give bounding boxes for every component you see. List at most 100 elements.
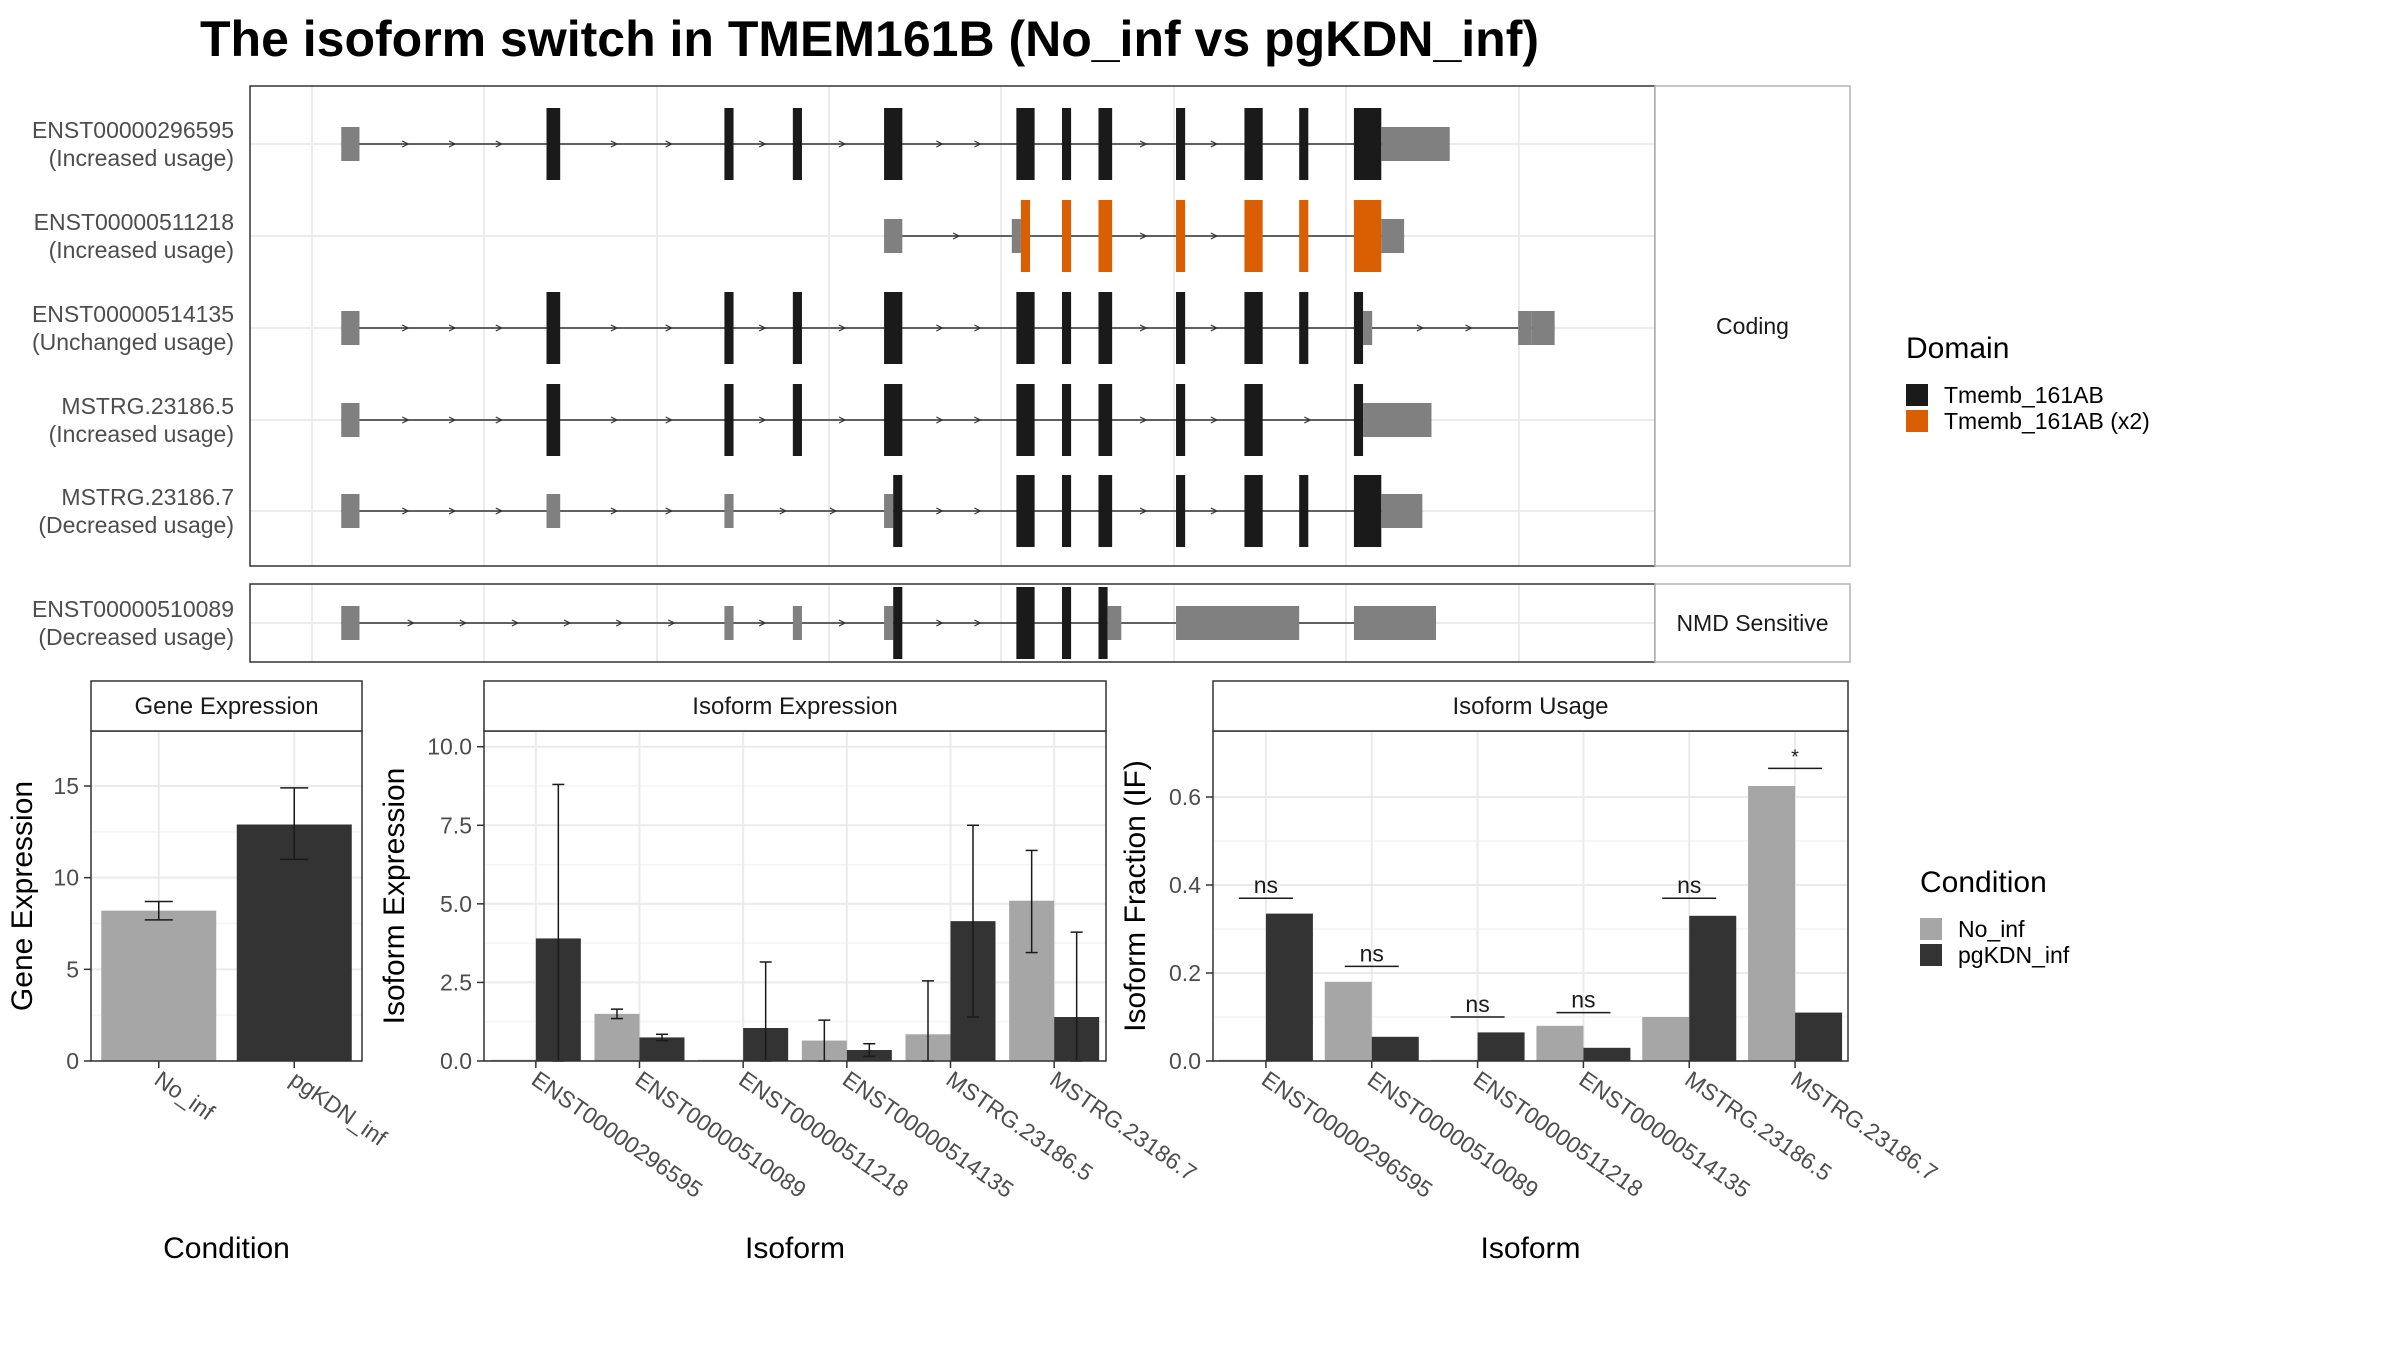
significance-label: * [1791,746,1799,768]
intron-arrow [610,507,619,515]
intron-arrow [1139,324,1148,332]
exon-block [792,384,802,456]
isoform-usage-label: (Increased usage) [49,421,234,447]
exon-block [1363,403,1432,437]
x-tick-label: ENST00000510089 [1363,1066,1543,1203]
exon-block [724,384,734,456]
exon-block [1176,200,1186,272]
intron-arrow [665,416,674,424]
y-axis-label: Isoform Fraction (IF) [1119,760,1152,1032]
intron-arrow [1210,140,1219,148]
isoform-id-label: ENST00000296595 [32,117,234,143]
exon-block [1061,108,1072,180]
bar [1265,913,1313,1061]
bar [594,1013,640,1061]
intron-arrow [936,140,944,148]
facet-strip-title: Isoform Usage [1452,693,1608,720]
exon-block [724,108,734,180]
exon-block [1531,311,1555,345]
facet-strip-title: Isoform Expression [692,693,897,720]
y-tick-label: 0.2 [1169,960,1201,986]
exon-block [1244,292,1263,364]
y-tick-label: 15 [53,773,79,799]
intron-arrow [952,232,961,240]
exon-block [341,127,360,161]
intron-arrow [974,140,982,148]
y-tick-label: 2.5 [440,969,472,995]
exon-block [1176,292,1186,364]
intron-arrow [1210,507,1219,515]
x-tick-label: ENST00000296595 [1257,1066,1437,1203]
exon-block [1176,606,1300,640]
bar [1477,1032,1525,1061]
exon-block [1098,108,1113,180]
exon-block [546,384,561,456]
intron-arrow [448,324,457,332]
intron-arrow [974,619,982,627]
exon-block [792,606,802,640]
exon-block [1353,108,1382,180]
exon-block [1353,606,1437,640]
y-tick-label: 0.0 [440,1048,472,1074]
intron-arrow [838,416,847,424]
exon-block [341,403,360,437]
facet-strip [1212,680,1849,732]
exon-block [546,108,561,180]
y-tick-label: 7.5 [440,812,472,838]
isoform-id-label: ENST00000514135 [32,301,234,327]
exon-block [884,219,903,253]
bar [101,910,217,1061]
bar [1371,1036,1419,1061]
exon-block [1299,475,1309,547]
intron-arrow [495,507,504,515]
intron-arrow [1210,324,1219,332]
exon-block [1176,108,1186,180]
exon-block [1061,587,1072,659]
exon-block [1011,219,1021,253]
intron-arrow [495,324,504,332]
significance-label: ns [1677,872,1701,898]
exon-block [1299,200,1309,272]
exon-block [1176,384,1186,456]
intron-arrow [448,507,457,515]
intron-arrow [758,140,767,148]
intron-arrow [615,619,624,627]
bar [1795,1012,1843,1061]
intron-arrow [829,507,838,515]
exon-block [1061,200,1072,272]
isoform-id-label: ENST00000511218 [34,209,234,235]
intron-arrow [1416,324,1425,332]
isoform-usage-label: (Increased usage) [49,145,234,171]
intron-arrow [974,416,982,424]
isoform-usage-label: (Decreased usage) [38,512,234,538]
intron-arrow [758,416,767,424]
intron-arrow [1139,140,1148,148]
intron-arrow [1304,416,1312,424]
exon-block [1107,606,1122,640]
exon-block [1061,292,1072,364]
bar [1642,1017,1690,1061]
exon-block [1016,384,1035,456]
intron-arrow [495,140,504,148]
exon-block [893,587,903,659]
exon-block [1353,384,1364,456]
legend-swatch [1906,410,1928,432]
intron-arrow [407,619,415,627]
intron-arrow [758,324,767,332]
isoform-usage-panel: 0.0 0.2 0.4 0.6 ns ns ns ns ns * Isoform Usage ENST… [1119,680,1943,1265]
intron-arrow [511,619,520,627]
exon-block [1016,475,1035,547]
intron-arrow [448,416,457,424]
intron-arrow [459,619,468,627]
exon-block [1061,384,1072,456]
transcript-structure-plot: ENST00000296595(Increased usage)ENST0000… [32,85,1851,663]
legend-title: Condition [1920,866,2047,899]
exon-block [1061,475,1072,547]
intron-arrow [936,619,944,627]
intron-arrow [668,619,676,627]
exon-block [1353,475,1382,547]
exon-block [1098,384,1113,456]
intron-arrow [448,140,457,148]
exon-block [1299,292,1309,364]
exon-block [724,494,734,528]
